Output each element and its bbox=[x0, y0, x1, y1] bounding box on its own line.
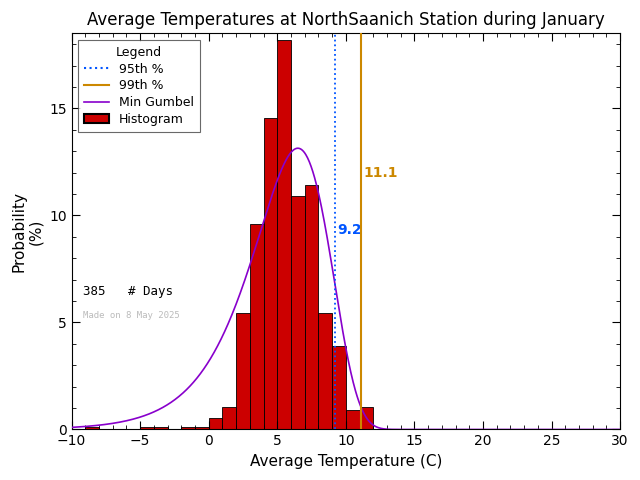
Bar bbox=[85, 427, 99, 430]
Bar bbox=[195, 427, 209, 430]
Title: Average Temperatures at NorthSaanich Station during January: Average Temperatures at NorthSaanich Sta… bbox=[87, 11, 605, 29]
X-axis label: Average Temperature (C): Average Temperature (C) bbox=[250, 454, 442, 469]
Bar bbox=[291, 196, 305, 430]
Bar bbox=[154, 427, 168, 430]
Text: Made on 8 May 2025: Made on 8 May 2025 bbox=[83, 311, 179, 320]
Bar bbox=[209, 419, 223, 430]
Bar bbox=[236, 313, 250, 430]
Bar bbox=[319, 313, 332, 430]
Legend: 95th %, 99th %, Min Gumbel, Histogram: 95th %, 99th %, Min Gumbel, Histogram bbox=[78, 40, 200, 132]
Text: 9.2: 9.2 bbox=[338, 223, 362, 238]
Bar bbox=[140, 427, 154, 430]
Bar bbox=[360, 407, 373, 430]
Bar bbox=[332, 346, 346, 430]
Bar bbox=[223, 407, 236, 430]
Bar bbox=[346, 410, 360, 430]
Bar bbox=[250, 224, 264, 430]
Y-axis label: Probability
(%): Probability (%) bbox=[11, 191, 44, 272]
Text: 11.1: 11.1 bbox=[364, 166, 398, 180]
Bar bbox=[264, 118, 277, 430]
Text: 385   # Days: 385 # Days bbox=[83, 285, 173, 298]
Bar bbox=[277, 40, 291, 430]
Bar bbox=[181, 427, 195, 430]
Bar bbox=[305, 185, 319, 430]
